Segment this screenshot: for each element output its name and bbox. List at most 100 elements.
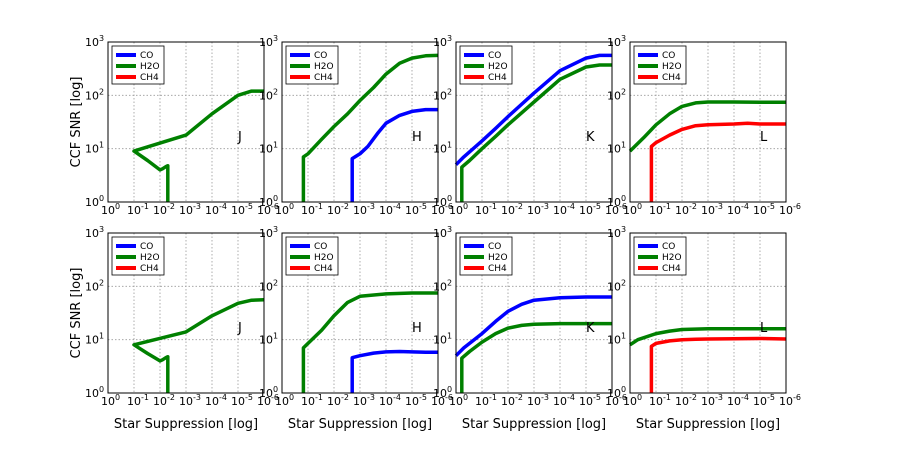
y-tick-label: 100: [259, 194, 278, 209]
x-tick-label: 10-1: [649, 202, 671, 217]
legend-label-ch4: CH4: [662, 73, 681, 83]
series-h2o-line: [132, 298, 265, 393]
y-tick-label: 103: [259, 34, 278, 49]
x-tick-label: 10-5: [405, 202, 427, 217]
y-tick-label: 102: [607, 87, 626, 102]
y-tick-label: 101: [85, 141, 104, 156]
series-co-line: [454, 53, 612, 166]
x-tick-label: 10-4: [379, 393, 401, 408]
x-tick-label: 100: [275, 393, 294, 408]
legend-label-ch4: CH4: [140, 264, 159, 274]
x-tick-label: 10-3: [527, 393, 549, 408]
x-tick-label: 10-5: [579, 202, 601, 217]
x-tick-label: 10-3: [179, 393, 201, 408]
x-tick-label: 10-3: [353, 202, 375, 217]
x-tick-label: 10-2: [327, 202, 349, 217]
series-co-line: [350, 349, 438, 393]
x-axis-label: Star Suppression [log]: [636, 417, 780, 432]
legend-label-ch4: CH4: [488, 264, 507, 274]
x-tick-label: 10-4: [205, 393, 227, 408]
legend-label-co: CO: [140, 242, 153, 252]
x-tick-label: 10-1: [475, 393, 497, 408]
y-tick-label: 101: [259, 141, 278, 156]
y-tick-label: 101: [433, 332, 452, 347]
x-tick-label: 10-6: [779, 202, 801, 217]
x-tick-label: 10-6: [605, 393, 627, 408]
y-axis-label: CCF SNR [log]: [69, 77, 84, 168]
x-tick-label: 10-4: [205, 202, 227, 217]
x-tick-label: 10-5: [579, 393, 601, 408]
y-tick-label: 102: [607, 278, 626, 293]
x-axis-label: Star Suppression [log]: [288, 417, 432, 432]
y-tick-label: 100: [433, 194, 452, 209]
x-tick-label: 10-5: [231, 202, 253, 217]
y-axis-label: CCF SNR [log]: [69, 268, 84, 359]
x-tick-label: 100: [101, 393, 120, 408]
series-co-line: [350, 107, 438, 202]
x-tick-label: 10-4: [553, 202, 575, 217]
x-tick-label: 10-2: [153, 202, 175, 217]
x-tick-label: 10-6: [257, 202, 279, 217]
band-label: K: [586, 130, 595, 145]
y-tick-label: 100: [433, 385, 452, 400]
legend-label-h2o: H2O: [662, 62, 682, 72]
x-tick-label: 10-6: [431, 393, 453, 408]
band-label: K: [586, 321, 595, 336]
x-tick-label: 10-1: [127, 202, 149, 217]
y-tick-label: 103: [85, 34, 104, 49]
y-tick-label: 103: [259, 225, 278, 240]
x-tick-label: 10-2: [675, 202, 697, 217]
legend-label-co: CO: [488, 51, 501, 61]
x-tick-label: 10-6: [257, 393, 279, 408]
x-tick-label: 10-2: [501, 393, 523, 408]
x-tick-label: 10-2: [153, 393, 175, 408]
y-tick-label: 103: [607, 225, 626, 240]
x-tick-label: 10-3: [701, 393, 723, 408]
x-tick-label: 100: [449, 393, 468, 408]
series-h2o-line: [629, 327, 786, 347]
y-tick-label: 101: [607, 332, 626, 347]
y-tick-label: 100: [85, 385, 104, 400]
x-tick-label: 10-2: [675, 393, 697, 408]
x-tick-label: 10-3: [701, 202, 723, 217]
x-tick-label: 10-6: [605, 202, 627, 217]
y-tick-label: 102: [433, 278, 452, 293]
y-tick-label: 101: [85, 332, 104, 347]
legend-label-ch4: CH4: [662, 264, 681, 274]
plot-frame: [455, 41, 613, 203]
series-ch4-line: [649, 121, 786, 202]
plot-frame: [455, 232, 613, 394]
band-label: H: [412, 321, 422, 336]
x-tick-label: 10-5: [753, 202, 775, 217]
legend-label-h2o: H2O: [662, 253, 682, 263]
legend-label-co: CO: [488, 242, 501, 252]
y-tick-label: 100: [85, 194, 104, 209]
x-tick-label: 10-6: [779, 393, 801, 408]
y-tick-label: 100: [259, 385, 278, 400]
legend-label-h2o: H2O: [488, 253, 508, 263]
y-tick-label: 103: [433, 225, 452, 240]
x-tick-label: 10-4: [379, 202, 401, 217]
x-tick-label: 10-4: [727, 202, 749, 217]
y-tick-label: 101: [433, 141, 452, 156]
y-tick-label: 102: [85, 278, 104, 293]
legend-label-ch4: CH4: [488, 73, 507, 83]
legend-label-h2o: H2O: [140, 62, 160, 72]
plot-frame: [281, 232, 439, 394]
plot-frame: [107, 232, 265, 394]
legend-label-co: CO: [662, 242, 675, 252]
plot-frame: [629, 41, 787, 203]
x-tick-label: 100: [449, 202, 468, 217]
legend-label-h2o: H2O: [314, 62, 334, 72]
series-h2o-line: [628, 100, 786, 153]
